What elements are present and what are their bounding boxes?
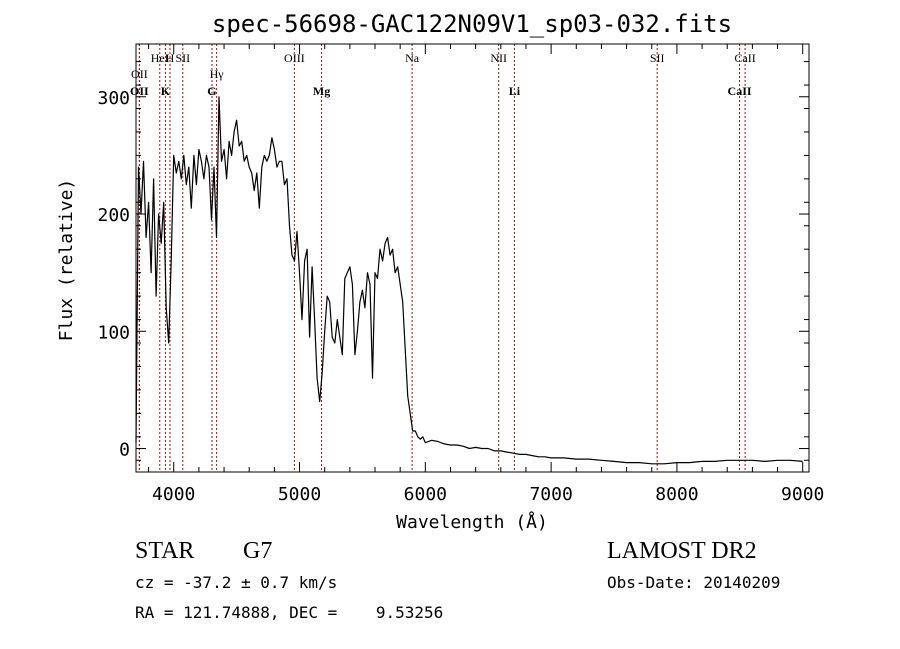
plot-frame: [135, 43, 810, 473]
x-tick-label: 7000: [529, 484, 572, 505]
x-tick-label: 8000: [655, 484, 698, 505]
line-label-top: SII: [175, 51, 190, 65]
line-label-bottom: Li: [509, 84, 521, 98]
y-axis: 0 100 200 300: [97, 61, 809, 461]
y-tick-label: 200: [97, 205, 130, 226]
line-label-bottom: K: [161, 84, 171, 98]
line-label-bottom: Mg: [313, 84, 330, 98]
x-tick-label: 5000: [278, 484, 321, 505]
line-label-top: SII: [650, 51, 665, 65]
y-tick-label: 0: [119, 440, 130, 461]
spectrum-series: [135, 96, 803, 465]
line-label-top: NII: [490, 51, 507, 65]
line-label-top: OIII: [284, 51, 305, 65]
x-tick-label: 9000: [781, 484, 824, 505]
line-label-top: CaII: [734, 51, 755, 65]
object-class: STAR: [135, 538, 195, 564]
y-axis-label: Flux (relative): [56, 179, 77, 342]
line-label-bottom: OII: [130, 84, 149, 98]
redshift-value: cz = -37.2 ± 0.7 km/s: [135, 573, 338, 592]
line-label-top: H: [166, 51, 175, 65]
x-tick-label: 4000: [152, 484, 195, 505]
coordinates: RA = 121.74888, DEC = 9.53256: [135, 603, 444, 622]
object-subclass: G7: [243, 538, 273, 564]
line-label-bottom: CaII: [728, 84, 752, 98]
spectrum-line: [135, 96, 803, 465]
y-tick-label: 300: [97, 88, 130, 109]
line-label-top: HeI: [151, 51, 169, 65]
line-label-bottom: G: [207, 84, 216, 98]
line-label-top: Hγ: [210, 67, 225, 81]
survey-name: LAMOST DR2: [607, 538, 757, 564]
line-label-top: Na: [405, 51, 420, 65]
x-axis: 4000 5000 6000 7000 8000 9000: [148, 44, 824, 505]
chart-title: spec-56698-GAC122N09V1_sp03-032.fits: [212, 10, 732, 38]
x-axis-label: Wavelength (Å): [396, 511, 548, 533]
observation-date: Obs-Date: 20140209: [607, 573, 781, 592]
x-tick-label: 6000: [404, 484, 447, 505]
y-tick-label: 100: [97, 322, 130, 343]
